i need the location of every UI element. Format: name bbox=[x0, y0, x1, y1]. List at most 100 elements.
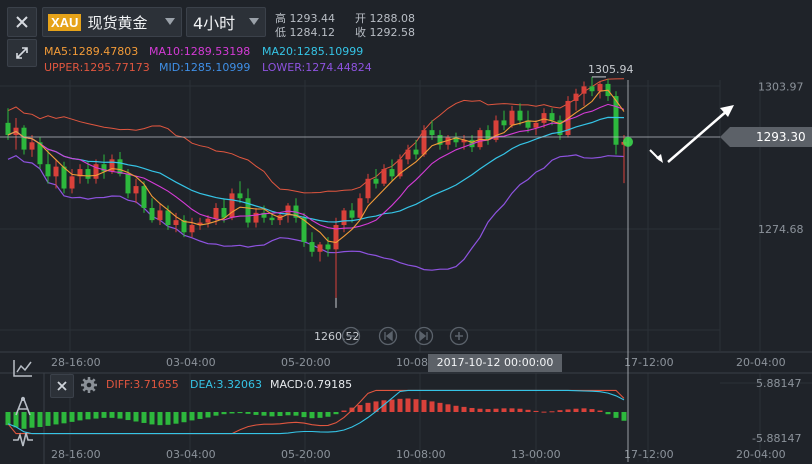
candle-body bbox=[493, 120, 499, 140]
macd-x-axis-tick: 28-16:00 bbox=[51, 448, 101, 461]
candle-body bbox=[101, 164, 107, 172]
candle-body bbox=[365, 178, 371, 199]
symbol-code-badge: XAU bbox=[48, 13, 82, 31]
macd-bar bbox=[333, 412, 339, 415]
candle bbox=[549, 108, 555, 126]
minus-circle-icon bbox=[341, 326, 361, 346]
candle-body bbox=[45, 164, 51, 177]
lower-legend: LOWER:1274.44824 bbox=[262, 61, 372, 74]
candle bbox=[253, 207, 259, 228]
macd-bar bbox=[125, 412, 131, 421]
macd-bar bbox=[205, 412, 211, 418]
candle bbox=[509, 105, 515, 128]
compass-icon bbox=[15, 396, 31, 416]
symbol-name: 现货黄金 bbox=[87, 13, 148, 32]
macd-bar bbox=[405, 398, 411, 412]
upper-legend: UPPER:1295.77173 bbox=[44, 61, 150, 74]
timeframe-label: 4小时 bbox=[193, 14, 236, 33]
macd-bar bbox=[149, 412, 155, 425]
symbol-selector[interactable]: XAU 现货黄金 bbox=[42, 7, 182, 37]
high-number: 1293.44 bbox=[289, 12, 336, 25]
pulse-icon bbox=[13, 432, 33, 447]
candle bbox=[37, 137, 43, 170]
candle-body bbox=[229, 193, 235, 218]
indicator-tool-button[interactable] bbox=[6, 354, 40, 382]
candle bbox=[581, 81, 587, 106]
macd-close-button[interactable] bbox=[50, 374, 74, 398]
macd-bar bbox=[181, 412, 187, 423]
candle-body bbox=[573, 93, 579, 101]
macd-bar bbox=[229, 412, 235, 414]
candle-body bbox=[93, 164, 99, 179]
candle bbox=[285, 203, 291, 223]
macd-diff-legend: DIFF:3.71655 bbox=[106, 378, 179, 391]
moving-averages bbox=[7, 89, 625, 244]
close-button[interactable] bbox=[7, 7, 37, 37]
ma5-line bbox=[7, 89, 625, 244]
macd-bar bbox=[253, 412, 259, 415]
macd-bar bbox=[21, 412, 27, 429]
bollinger-upper-line bbox=[7, 78, 625, 194]
candle-body bbox=[533, 122, 539, 128]
timeframe-selector[interactable]: 4小时 bbox=[186, 7, 266, 37]
candle-body bbox=[597, 83, 603, 92]
crosshair-price-label: 1293.30 bbox=[720, 127, 812, 147]
skip-back-icon bbox=[378, 326, 398, 346]
zoom-out-button[interactable] bbox=[341, 326, 361, 346]
candle bbox=[317, 242, 323, 262]
candle-body bbox=[405, 149, 411, 160]
candle-body bbox=[509, 110, 515, 126]
expand-button[interactable] bbox=[7, 39, 37, 67]
oscillator-tool-button[interactable] bbox=[6, 426, 40, 454]
candle-body bbox=[557, 120, 563, 136]
candle bbox=[517, 103, 523, 126]
candle bbox=[133, 178, 139, 204]
candle bbox=[45, 149, 51, 184]
macd-bar bbox=[421, 399, 427, 412]
macd-bar bbox=[501, 408, 507, 412]
candle-body bbox=[85, 169, 91, 179]
candle-body bbox=[165, 210, 171, 226]
jump-start-button[interactable] bbox=[378, 326, 398, 346]
jump-end-button[interactable] bbox=[414, 326, 434, 346]
macd-value-legend: MACD:0.79185 bbox=[270, 378, 353, 391]
candle bbox=[477, 127, 483, 150]
macd-bar bbox=[117, 412, 123, 419]
candle-body bbox=[53, 166, 59, 177]
high-marker-label: 1305.94 bbox=[588, 63, 634, 76]
candle bbox=[349, 203, 355, 223]
low-number: 1284.12 bbox=[289, 26, 336, 39]
macd-bar bbox=[189, 412, 195, 421]
macd-bar bbox=[245, 412, 251, 414]
macd-y-top: 5.88147 bbox=[756, 377, 802, 390]
candle bbox=[301, 212, 307, 247]
candle-body bbox=[117, 159, 123, 174]
candle bbox=[421, 125, 427, 157]
macd-bar bbox=[581, 408, 587, 412]
open-value: 开 1288.08 bbox=[355, 10, 415, 26]
candle bbox=[333, 217, 339, 298]
candle bbox=[157, 203, 163, 226]
candle bbox=[405, 144, 411, 165]
macd-settings-button[interactable] bbox=[78, 374, 100, 396]
zoom-in-button[interactable] bbox=[449, 326, 469, 346]
macd-bar bbox=[381, 400, 387, 412]
macd-bar bbox=[493, 408, 499, 412]
macd-bar bbox=[365, 402, 371, 412]
candle bbox=[181, 215, 187, 238]
macd-bar bbox=[469, 407, 475, 412]
candle-body bbox=[221, 207, 227, 218]
candle bbox=[277, 212, 283, 226]
candle-body bbox=[181, 220, 187, 233]
macd-bar bbox=[621, 412, 627, 421]
macd-bar bbox=[445, 404, 451, 412]
chevron-down-icon bbox=[249, 18, 259, 25]
draw-tool-button[interactable] bbox=[6, 392, 40, 420]
macd-x-axis-tick: 03-04:00 bbox=[166, 448, 216, 461]
arrow-up-head bbox=[720, 105, 734, 117]
macd-bar bbox=[5, 412, 11, 426]
macd-bar bbox=[261, 412, 267, 416]
candle bbox=[445, 135, 451, 150]
candle-body bbox=[373, 178, 379, 184]
